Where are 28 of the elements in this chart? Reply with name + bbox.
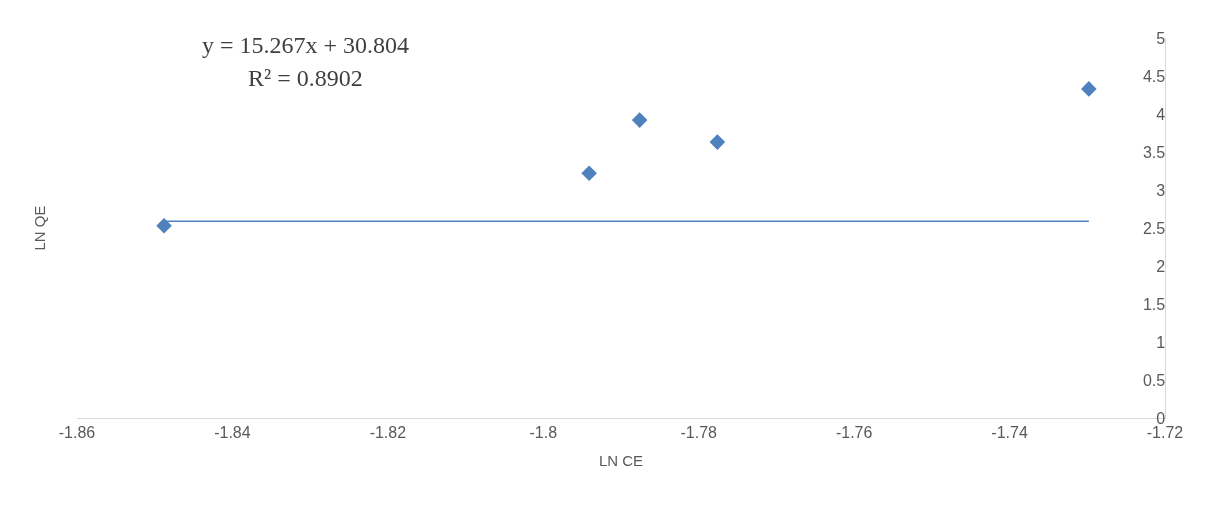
y-tick-label: 0 — [1156, 409, 1166, 427]
y-tick-label: 2 — [1156, 257, 1166, 275]
point — [631, 112, 648, 128]
x-axis-title: LN CE — [598, 452, 644, 470]
point — [156, 217, 172, 234]
y-tick-label: 2.5 — [1142, 219, 1166, 237]
y-tick-label: 5 — [1156, 29, 1166, 47]
annotation: R² = 0.8902 — [248, 65, 363, 91]
x-tick-label: -1.76 — [835, 424, 873, 442]
x-tick-label: -1.78 — [680, 424, 718, 442]
y-tick-label: 0.5 — [1142, 371, 1166, 389]
y-tick-label: 1.5 — [1142, 295, 1166, 313]
x-tick-label: -1.72 — [1146, 424, 1184, 442]
y-tick-label: 4 — [1156, 105, 1166, 123]
x-tick-label: -1.8 — [529, 424, 558, 442]
y-tick-label: 4.5 — [1142, 67, 1166, 85]
y-tick-label: 1 — [1156, 333, 1166, 351]
y-tick-label: 3 — [1156, 181, 1166, 199]
x-tick-label: -1.84 — [214, 424, 251, 442]
annotation: y = 15.267x + 30.804 — [202, 32, 410, 58]
point — [1081, 81, 1097, 97]
x-tick-label: -1.74 — [991, 424, 1028, 442]
point — [709, 134, 726, 150]
x-tick-label: -1.82 — [369, 424, 407, 442]
y-axis-title: LN QE — [30, 205, 48, 251]
point — [581, 165, 597, 182]
y-tick-label: 3.5 — [1142, 143, 1166, 161]
x-tick-label: -1.86 — [58, 424, 96, 442]
